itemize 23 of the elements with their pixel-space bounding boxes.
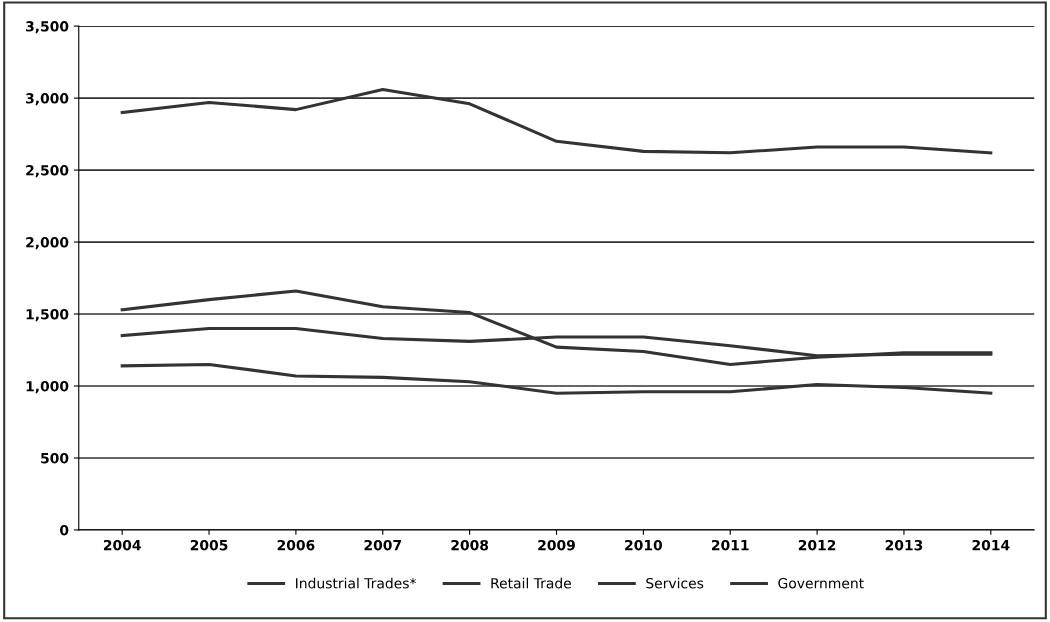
x-tick-label: 2006 xyxy=(277,539,315,551)
y-tick-label: 2,000 xyxy=(26,237,69,250)
y-tick-label: 2,500 xyxy=(26,165,69,178)
x-tick-label: 2004 xyxy=(103,539,141,551)
x-tick-label: 2010 xyxy=(625,539,663,551)
x-tick-label: 2009 xyxy=(538,539,575,551)
legend-label: Government xyxy=(778,577,864,589)
y-tick-label: 3,000 xyxy=(26,93,69,106)
x-tick-label: 2008 xyxy=(451,539,489,551)
x-tick-label: 2014 xyxy=(972,539,1010,551)
y-tick-label: 0 xyxy=(60,524,69,536)
legend-label: Retail Trade xyxy=(491,577,571,589)
legend-label: Services xyxy=(646,577,704,589)
y-tick-label: 3,500 xyxy=(26,21,69,34)
legend-label: Industrial Trades* xyxy=(296,577,417,589)
y-tick-label: 1,000 xyxy=(26,380,69,394)
x-tick-label: 2013 xyxy=(885,539,923,551)
x-tick-label: 2007 xyxy=(364,539,401,551)
y-tick-label: 1,500 xyxy=(26,308,69,322)
x-tick-label: 2005 xyxy=(190,539,228,551)
x-tick-label: 2011 xyxy=(712,539,749,551)
y-tick-label: 500 xyxy=(41,452,69,464)
x-tick-label: 2012 xyxy=(798,539,836,551)
